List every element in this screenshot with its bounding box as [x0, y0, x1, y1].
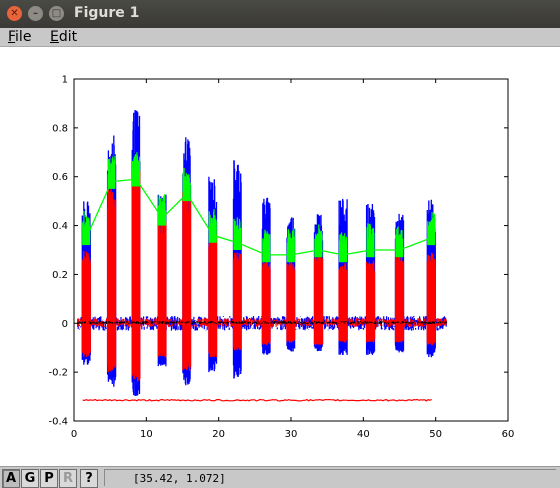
red-burst [394, 255, 405, 343]
menu-edit-accel: E [50, 29, 59, 45]
y-tick-label: 1 [62, 75, 68, 86]
y-tick-label: -0.4 [48, 417, 68, 428]
red-burst [426, 252, 436, 346]
window-title: Figure 1 [74, 5, 140, 21]
red-burst [286, 259, 296, 343]
x-tick-label: 60 [502, 429, 515, 440]
green-burst-cap [262, 229, 271, 263]
green-burst-cap [286, 228, 295, 263]
black-center-line [77, 321, 448, 324]
status-bar: A G P R ? [35.42, 1.072] [0, 466, 560, 488]
red-burst [338, 263, 348, 343]
green-burst-cap [132, 152, 141, 187]
red-burst [261, 260, 271, 345]
menu-file-label: ile [15, 29, 32, 45]
green-burst-cap [208, 209, 217, 243]
menu-bar: File Edit [0, 28, 560, 47]
title-bar[interactable]: ✕ – □ Figure 1 [0, 0, 560, 28]
menu-edit[interactable]: Edit [50, 28, 77, 46]
green-burst-cap [338, 232, 347, 263]
red-burst [208, 233, 218, 358]
green-burst-cap [427, 212, 436, 246]
x-tick-label: 20 [212, 429, 225, 440]
y-tick-label: -0.2 [48, 368, 68, 379]
green-burst-cap [107, 155, 116, 189]
x-tick-label: 40 [357, 429, 370, 440]
chart: 0 10 20 30 40 50 60 -0.4 -0.2 0 0.2 0.4 0.6 0.8 1 [48, 75, 515, 441]
plot-canvas[interactable]: 0 10 20 30 40 50 60 -0.4 -0.2 0 0.2 0.4 0.6 0.8 1 [0, 47, 560, 465]
green-burst-cap [182, 168, 191, 202]
rotate-button[interactable]: R [59, 469, 77, 488]
green-burst-cap [395, 226, 404, 258]
green-burst-cap [158, 194, 167, 226]
red-burst [313, 255, 324, 346]
y-tick-label: 0.4 [52, 221, 68, 232]
red-burst [106, 186, 117, 372]
coordinate-readout: [35.42, 1.072] [104, 469, 556, 486]
green-series-line [85, 178, 432, 256]
x-tick-label: 30 [285, 429, 298, 440]
maximize-icon[interactable]: □ [49, 6, 64, 21]
help-button[interactable]: ? [80, 469, 98, 488]
y-tick-label: 0.6 [52, 172, 68, 183]
x-tick-label: 0 [71, 429, 77, 440]
green-burst-cap [366, 223, 375, 258]
red-burst [81, 250, 91, 357]
close-icon[interactable]: ✕ [7, 6, 22, 21]
red-burst [232, 252, 242, 351]
autoscale-button[interactable]: A [2, 469, 20, 488]
red-baseline-series [82, 398, 432, 402]
red-burst [157, 221, 167, 358]
pan-button[interactable]: P [40, 469, 58, 488]
menu-edit-label: dit [58, 29, 78, 45]
green-burst-cap [233, 217, 242, 250]
red-burst [182, 189, 192, 371]
y-tick-label: 0.2 [52, 270, 68, 281]
minimize-icon[interactable]: – [28, 6, 43, 21]
y-tick-label: 0.8 [52, 123, 68, 134]
y-tick-label: 0 [62, 319, 68, 330]
grid-toggle-button[interactable]: G [21, 469, 39, 488]
red-burst [365, 260, 376, 343]
green-burst-cap [314, 224, 323, 258]
x-tick-label: 10 [140, 429, 153, 440]
x-tick-label: 50 [429, 429, 442, 440]
green-burst-cap [82, 211, 91, 246]
red-burst [131, 163, 141, 382]
menu-file-accel: F [8, 29, 16, 45]
menu-file[interactable]: File [8, 28, 31, 46]
